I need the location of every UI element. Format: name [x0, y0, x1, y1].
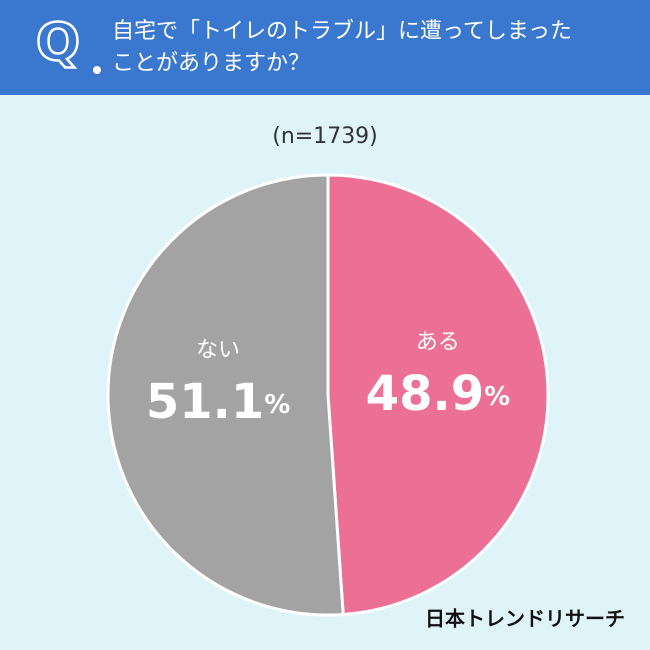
pie-slice	[326, 173, 550, 617]
chart-title: 自宅で「トイレのトラブル」に遭ってしまった	[112, 19, 572, 44]
chart-subtitle: (n=1739)	[272, 124, 378, 149]
badge: Q	[36, 13, 80, 73]
slice-label: 51.1%	[146, 374, 291, 430]
slice-label: 48.9%	[366, 366, 511, 422]
slice-category: ある	[416, 330, 460, 355]
source: 日本トレンドリサーチ	[425, 607, 625, 631]
pie-slice	[106, 173, 345, 617]
slice-category: ない	[196, 338, 240, 363]
header	[0, 0, 650, 95]
chart-title: ことがありますか？	[112, 51, 310, 76]
badge-dot	[93, 66, 101, 74]
